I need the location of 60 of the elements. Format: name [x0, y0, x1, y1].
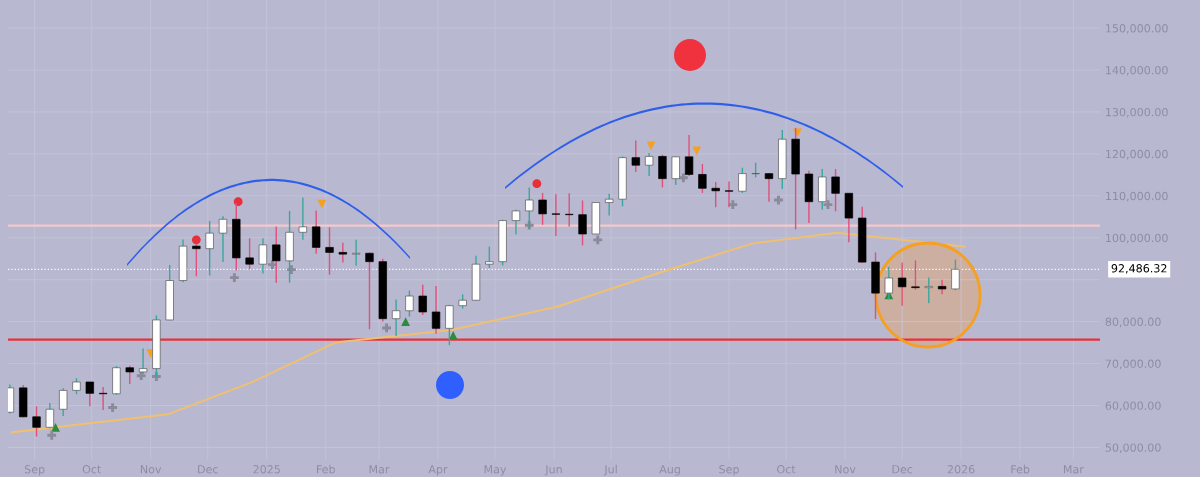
point: [401, 317, 410, 327]
candlestick: [711, 181, 720, 208]
point: [287, 265, 296, 275]
candlestick: [738, 167, 747, 194]
candlestick: [85, 381, 94, 408]
point: [47, 430, 57, 440]
candlestick: [59, 387, 68, 417]
candlestick: [831, 168, 840, 213]
candlestick: [485, 245, 494, 269]
candlestick: [45, 402, 55, 429]
candlestick: [98, 386, 108, 411]
candlestick: [325, 226, 334, 276]
candlestick: [644, 152, 654, 177]
point: [382, 323, 391, 333]
point: [317, 199, 327, 209]
candlestick: [578, 199, 587, 247]
candlestick: [391, 298, 401, 337]
point: [191, 235, 201, 245]
candlestick: [684, 134, 694, 177]
candlestick: [658, 154, 667, 189]
candlestick: [365, 251, 374, 330]
point: [678, 173, 688, 183]
point: [532, 179, 542, 189]
candlestick: [218, 215, 228, 263]
point: [593, 235, 603, 245]
line-series: [10, 231, 966, 434]
candlestick: [511, 208, 521, 236]
point: [230, 273, 239, 282]
candlestick: [631, 139, 640, 173]
candlestick: [924, 276, 933, 304]
candlestick: [724, 180, 734, 208]
candlestick: [605, 193, 614, 217]
candlestick: [445, 304, 454, 346]
point: [51, 422, 60, 432]
ref-line-label: 92,486.32: [1111, 264, 1167, 274]
candlestick: [764, 172, 774, 203]
candlestick: [698, 163, 707, 194]
candlestick: [338, 242, 347, 264]
point: [692, 146, 702, 156]
candlestick: [418, 284, 427, 316]
candlestick: [245, 237, 254, 270]
candlestick: [937, 278, 947, 296]
candlestick: [911, 259, 920, 291]
candlestick: [551, 193, 561, 237]
candlestick: [125, 364, 134, 385]
candlestick: [298, 196, 308, 241]
candlestick: [431, 285, 441, 335]
candlestick: [312, 209, 321, 255]
point: [233, 197, 243, 207]
candlestick: [671, 156, 680, 186]
candlestick: [32, 405, 41, 438]
point: [823, 200, 833, 210]
candlestick: [351, 239, 361, 267]
point: [108, 403, 118, 412]
candlestick: [897, 261, 907, 307]
candlestick: [272, 225, 281, 284]
candlestick: [538, 192, 547, 226]
candlestick: [565, 192, 574, 228]
point: [448, 331, 458, 340]
candlestick: [405, 289, 414, 318]
